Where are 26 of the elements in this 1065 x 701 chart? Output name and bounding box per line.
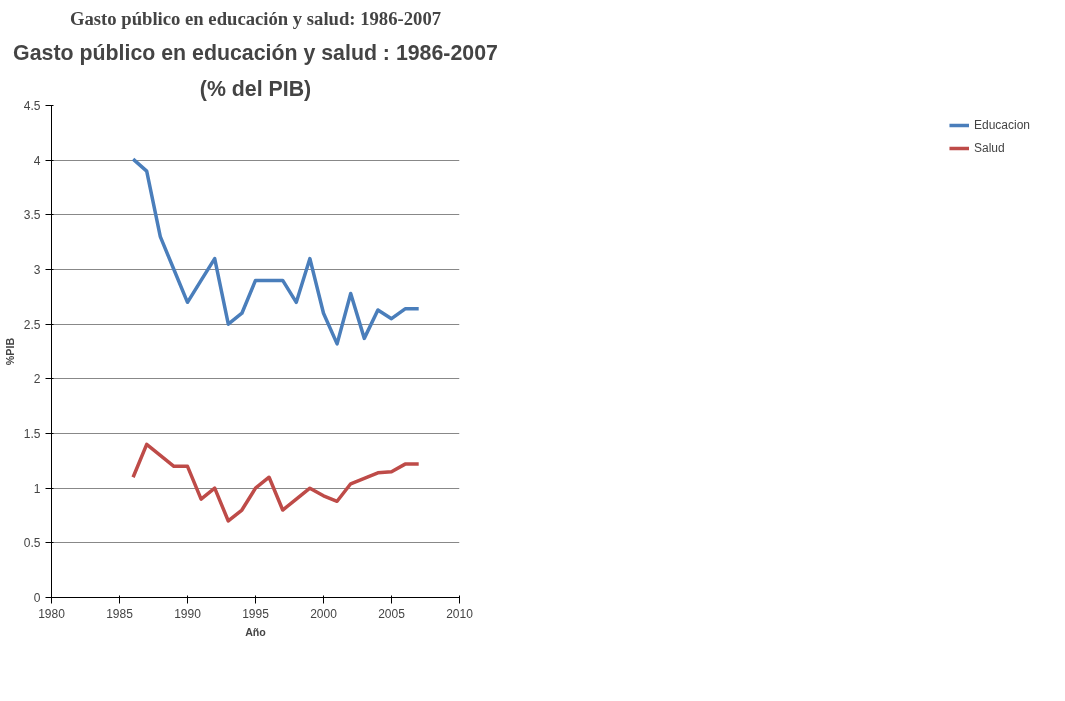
x-tick-label: 1980 — [38, 606, 66, 621]
y-tick-label: 1 — [33, 481, 41, 496]
y-tick-label: 0.5 — [23, 536, 41, 551]
text: Gasto público en educación y salud: 1986-2007 — [69, 7, 442, 29]
x-tick-label: 2000 — [310, 606, 338, 621]
x-tick-label: 1985 — [106, 606, 134, 621]
y-tick-label: 4 — [33, 153, 41, 168]
y-tick-label: 2.5 — [23, 317, 41, 332]
x-tick-label: 2010 — [446, 606, 474, 621]
legend-label: Salud — [973, 141, 1005, 155]
y-tick-label: 3.5 — [23, 208, 41, 223]
x-tick-label: 1995 — [242, 606, 270, 621]
x-tick-label: 2005 — [378, 606, 406, 621]
y-tick-label: 2 — [33, 372, 41, 387]
y-tick-label: 4.5 — [23, 99, 41, 113]
legend-label: Educacion — [973, 118, 1030, 132]
line-series — [131, 442, 421, 523]
y-axis-title: %PIB — [3, 337, 16, 366]
x-tick-label: 1990 — [174, 606, 202, 621]
y-tick-label: 0 — [33, 591, 41, 605]
chart-subtitle: (% del PIB) — [199, 76, 312, 101]
x-axis-title: Año — [245, 625, 267, 638]
chart-title: Gasto público en educación y salud : 1986-2007 — [13, 40, 498, 65]
line-series — [131, 157, 421, 346]
y-tick-label: 3 — [33, 263, 41, 277]
y-tick-label: 1.5 — [23, 427, 41, 441]
